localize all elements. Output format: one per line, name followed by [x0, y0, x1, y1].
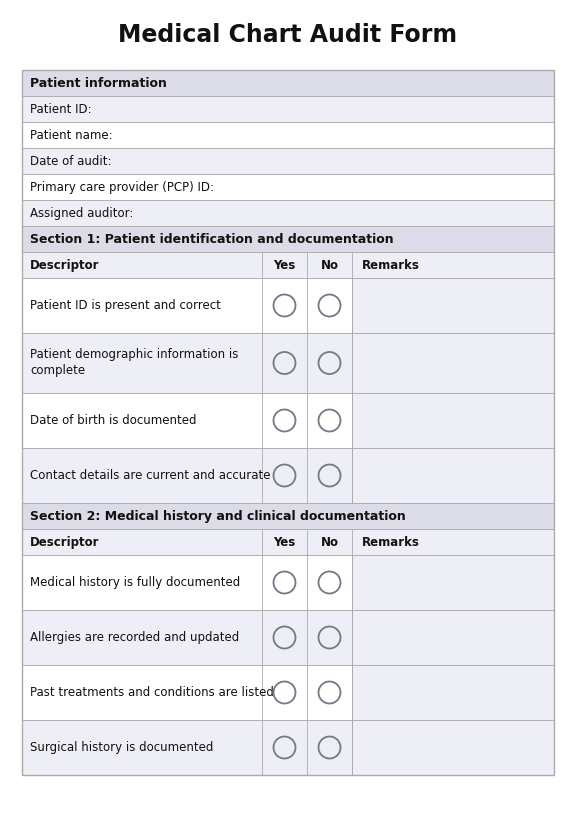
FancyBboxPatch shape [22, 448, 554, 503]
FancyBboxPatch shape [352, 393, 554, 448]
FancyBboxPatch shape [22, 555, 554, 610]
Text: No: No [320, 535, 339, 548]
FancyBboxPatch shape [22, 70, 554, 96]
Text: Patient information: Patient information [30, 76, 167, 89]
FancyBboxPatch shape [22, 200, 554, 226]
Text: Contact details are current and accurate: Contact details are current and accurate [30, 469, 271, 482]
Text: No: No [320, 259, 339, 272]
FancyBboxPatch shape [22, 252, 554, 278]
FancyBboxPatch shape [352, 333, 554, 393]
FancyBboxPatch shape [352, 278, 554, 333]
Text: Yes: Yes [274, 259, 295, 272]
Text: Primary care provider (PCP) ID:: Primary care provider (PCP) ID: [30, 181, 214, 194]
Text: Surgical history is documented: Surgical history is documented [30, 741, 213, 754]
FancyBboxPatch shape [22, 122, 554, 148]
Text: Remarks: Remarks [362, 535, 420, 548]
Text: Past treatments and conditions are listed: Past treatments and conditions are liste… [30, 686, 274, 699]
Text: Remarks: Remarks [362, 259, 420, 272]
Text: Yes: Yes [274, 535, 295, 548]
FancyBboxPatch shape [352, 720, 554, 775]
Text: Date of audit:: Date of audit: [30, 154, 112, 167]
FancyBboxPatch shape [22, 278, 554, 333]
FancyBboxPatch shape [22, 610, 554, 665]
FancyBboxPatch shape [352, 555, 554, 610]
Text: Patient ID:: Patient ID: [30, 103, 92, 116]
FancyBboxPatch shape [22, 720, 554, 775]
Text: Patient ID is present and correct: Patient ID is present and correct [30, 299, 221, 312]
FancyBboxPatch shape [352, 665, 554, 720]
Text: Descriptor: Descriptor [30, 535, 100, 548]
FancyBboxPatch shape [22, 333, 554, 393]
FancyBboxPatch shape [22, 529, 554, 555]
Text: Descriptor: Descriptor [30, 259, 100, 272]
Text: Assigned auditor:: Assigned auditor: [30, 207, 134, 219]
FancyBboxPatch shape [22, 665, 554, 720]
Text: Medical history is fully documented: Medical history is fully documented [30, 576, 240, 589]
Text: Allergies are recorded and updated: Allergies are recorded and updated [30, 631, 239, 644]
FancyBboxPatch shape [22, 393, 554, 448]
FancyBboxPatch shape [352, 610, 554, 665]
FancyBboxPatch shape [22, 226, 554, 252]
Text: Medical Chart Audit Form: Medical Chart Audit Form [119, 23, 457, 47]
Text: Patient name:: Patient name: [30, 129, 113, 141]
Text: Patient demographic information is: Patient demographic information is [30, 348, 238, 361]
FancyBboxPatch shape [352, 448, 554, 503]
FancyBboxPatch shape [22, 503, 554, 529]
Text: complete: complete [30, 365, 85, 378]
FancyBboxPatch shape [22, 96, 554, 122]
FancyBboxPatch shape [22, 148, 554, 174]
Text: Date of birth is documented: Date of birth is documented [30, 414, 196, 427]
FancyBboxPatch shape [22, 174, 554, 200]
Text: Section 1: Patient identification and documentation: Section 1: Patient identification and do… [30, 232, 393, 245]
Text: Section 2: Medical history and clinical documentation: Section 2: Medical history and clinical … [30, 510, 406, 522]
